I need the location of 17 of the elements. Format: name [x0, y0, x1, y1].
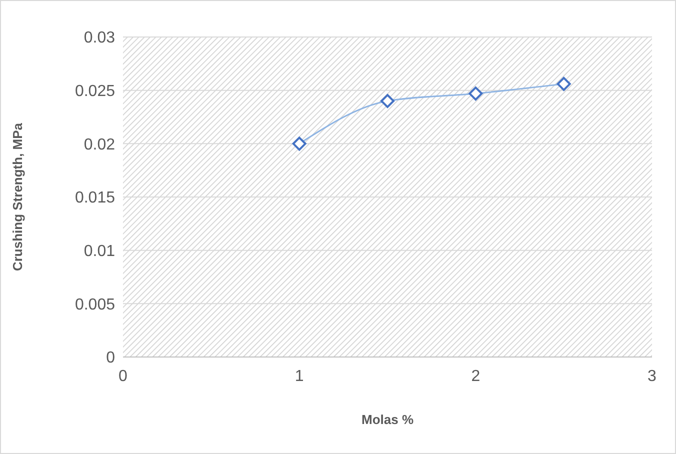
y-tick-label: 0.015	[74, 190, 116, 207]
x-tick-label: 3	[648, 368, 657, 385]
y-tick-label: 0	[106, 350, 116, 367]
y-tick-label: 0.02	[84, 136, 116, 154]
y-tick-label: 0.03	[84, 30, 116, 47]
point	[556, 76, 571, 91]
y-axis-title: Crushing Strength, MPa	[10, 122, 25, 272]
y-tick-label: 0.025	[74, 82, 116, 100]
point	[292, 136, 306, 151]
x-tick-label: 0	[118, 368, 128, 385]
x-tick-label: 2	[471, 368, 480, 385]
y-tick-label: 0.005	[74, 296, 116, 314]
x-axis-title: Molas %	[361, 412, 414, 427]
y-tick-label: 0.01	[84, 242, 116, 260]
point	[380, 94, 394, 108]
x-tick-label: 1	[294, 368, 304, 385]
point	[468, 86, 483, 101]
